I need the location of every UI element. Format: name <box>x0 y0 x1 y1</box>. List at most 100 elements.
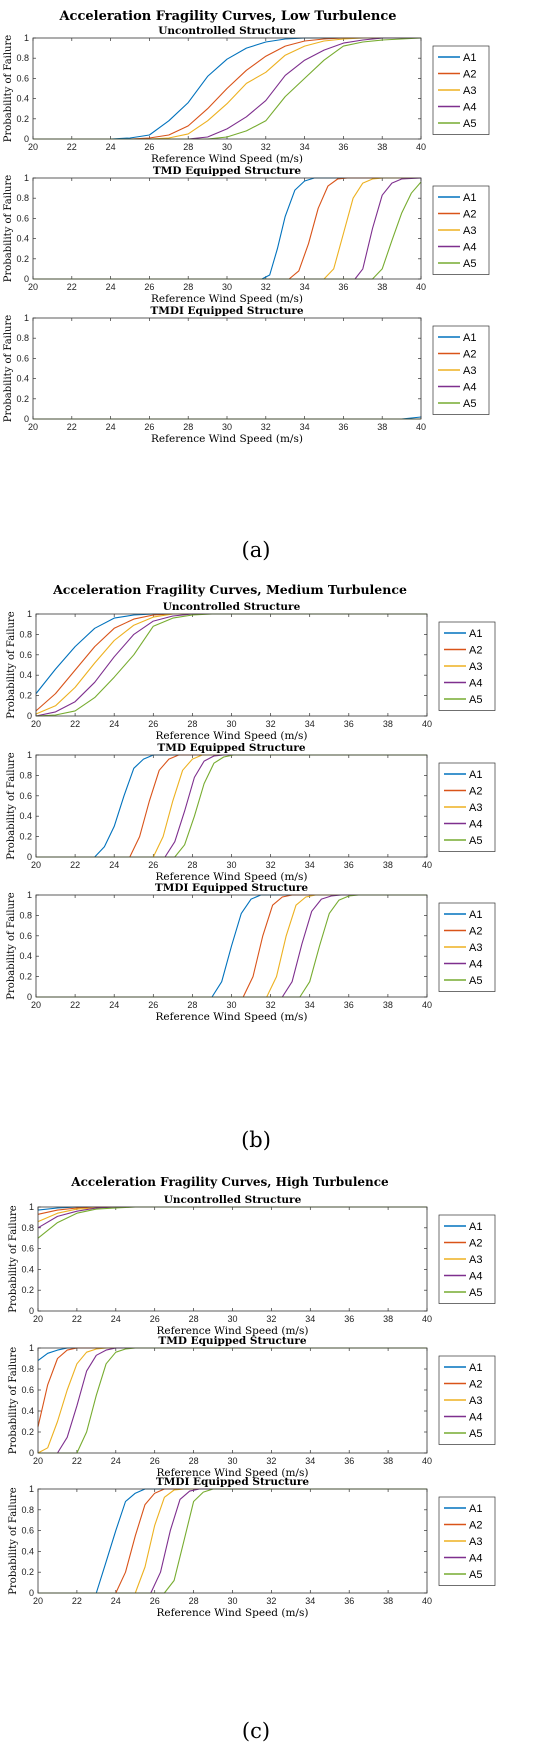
legend-label-a3: A3 <box>463 365 476 377</box>
y-tick-label: 1 <box>24 33 29 43</box>
y-axis-label: Probability of Failure <box>8 1347 19 1454</box>
y-tick-label: 0.6 <box>19 650 32 660</box>
legend-label-a5: A5 <box>469 1569 482 1581</box>
x-tick-label: 20 <box>33 1314 43 1324</box>
y-tick-label: 1 <box>27 750 32 760</box>
series-line-a4 <box>35 613 427 717</box>
legend-label-a1: A1 <box>469 1221 482 1233</box>
y-tick-label: 0.6 <box>19 931 32 941</box>
subplot-title: Uncontrolled Structure <box>164 1194 302 1206</box>
x-tick-label: 30 <box>227 1456 237 1466</box>
series-line-a2 <box>36 754 427 858</box>
x-tick-label: 24 <box>111 1314 121 1324</box>
y-tick-label: 0.2 <box>16 254 29 264</box>
series-line-a3 <box>35 613 427 715</box>
x-tick-label: 26 <box>150 1456 160 1466</box>
legend-label-a2: A2 <box>469 645 482 657</box>
x-tick-label: 36 <box>338 422 348 432</box>
x-tick-label: 34 <box>305 1596 315 1606</box>
y-axis-label: Probability of Failure <box>3 175 14 282</box>
y-tick-label: 1 <box>27 890 32 900</box>
x-tick-label: 20 <box>28 422 38 432</box>
caption-a: (a) <box>242 538 271 562</box>
series-line-a4 <box>33 37 421 140</box>
legend-label-a3: A3 <box>463 85 476 97</box>
y-tick-label: 0.4 <box>19 670 32 680</box>
x-axis-label: Reference Wind Speed (m/s) <box>156 1011 308 1023</box>
y-tick-label: 0.2 <box>16 394 29 404</box>
x-axis-label: Reference Wind Speed (m/s) <box>157 1607 309 1619</box>
y-tick-label: 0.4 <box>16 234 29 244</box>
x-tick-label: 26 <box>148 1000 158 1010</box>
chart-panel: TMD Equipped Structure 20 22 24 26 28 30 32 34 36… <box>8 1335 496 1479</box>
y-tick-label: 0.4 <box>21 1546 34 1556</box>
series-line-a2 <box>33 177 421 280</box>
series-line-a1 <box>33 177 421 280</box>
y-tick-label: 1 <box>29 1202 34 1212</box>
x-tick-label: 20 <box>31 860 41 870</box>
y-axis-label: Probability of Failure <box>8 1487 19 1594</box>
x-tick-label: 26 <box>150 1314 160 1324</box>
y-axis-label: Probability of Failure <box>6 892 17 999</box>
y-tick-label: 0.6 <box>21 1526 34 1536</box>
y-axis-label: Probability of Failure <box>8 1205 19 1312</box>
x-tick-label: 22 <box>70 719 80 729</box>
x-tick-label: 24 <box>106 142 116 152</box>
subplot-title: TMDI Equipped Structure <box>155 882 308 894</box>
y-tick-label: 0.6 <box>21 1385 34 1395</box>
x-tick-label: 28 <box>187 860 197 870</box>
series-line-a5 <box>35 613 427 717</box>
x-tick-label: 28 <box>189 1596 199 1606</box>
y-tick-label: 0.8 <box>21 1223 34 1233</box>
x-tick-label: 20 <box>33 1596 43 1606</box>
chart-panel: TMD Equipped Structure 20 22 24 26 28 30 32 34 36… <box>6 742 496 883</box>
subplot-title: TMDI Equipped Structure <box>156 1476 309 1488</box>
y-tick-label: 0.2 <box>21 1285 34 1295</box>
x-tick-label: 34 <box>300 282 310 292</box>
chart-panel: Uncontrolled Structure 20 22 24 26 28 30 32 34 36… <box>6 601 496 742</box>
x-tick-label: 26 <box>144 142 154 152</box>
x-axis-label: Reference Wind Speed (m/s) <box>156 730 308 742</box>
x-tick-label: 34 <box>300 422 310 432</box>
axes-frame <box>35 754 428 858</box>
x-tick-label: 40 <box>416 142 426 152</box>
x-tick-label: 22 <box>70 860 80 870</box>
x-tick-label: 32 <box>261 142 271 152</box>
x-tick-label: 30 <box>226 1000 236 1010</box>
x-tick-label: 24 <box>106 422 116 432</box>
series-line-a2 <box>37 1347 427 1427</box>
x-tick-label: 40 <box>422 1596 432 1606</box>
legend-label-a1: A1 <box>463 52 476 64</box>
y-tick-label: 0.4 <box>16 94 29 104</box>
y-tick-label: 0 <box>24 274 29 284</box>
y-tick-label: 1 <box>29 1484 34 1494</box>
legend-label-a1: A1 <box>463 192 476 204</box>
x-tick-label: 26 <box>148 719 158 729</box>
x-tick-label: 22 <box>67 142 77 152</box>
chart-panel: TMDI Equipped Structure 20 22 24 26 28 30 32 34 3… <box>3 305 490 445</box>
x-tick-label: 36 <box>338 142 348 152</box>
x-tick-label: 34 <box>300 142 310 152</box>
x-tick-label: 38 <box>377 282 387 292</box>
y-axis-label: Probability of Failure <box>6 611 17 718</box>
x-tick-label: 26 <box>148 860 158 870</box>
y-tick-label: 0.4 <box>16 374 29 384</box>
x-tick-label: 30 <box>222 422 232 432</box>
x-tick-label: 22 <box>67 282 77 292</box>
x-axis-label: Reference Wind Speed (m/s) <box>157 1325 309 1337</box>
y-tick-label: 0.8 <box>16 193 29 203</box>
legend-label-a4: A4 <box>463 242 476 254</box>
chart-panel: Uncontrolled Structure 20 22 24 26 28 30 32 34 36… <box>8 1194 496 1337</box>
legend-label-a1: A1 <box>463 332 476 344</box>
x-tick-label: 30 <box>226 719 236 729</box>
series-line-a5 <box>38 1488 427 1594</box>
x-tick-label: 28 <box>187 1000 197 1010</box>
x-tick-label: 38 <box>383 1314 393 1324</box>
series-line-a5 <box>33 37 422 140</box>
legend-label-a5: A5 <box>469 1428 482 1440</box>
x-tick-label: 24 <box>109 860 119 870</box>
x-tick-label: 36 <box>338 282 348 292</box>
series-line-a2 <box>33 37 421 140</box>
x-tick-label: 36 <box>344 1456 354 1466</box>
y-tick-label: 0 <box>24 414 29 424</box>
